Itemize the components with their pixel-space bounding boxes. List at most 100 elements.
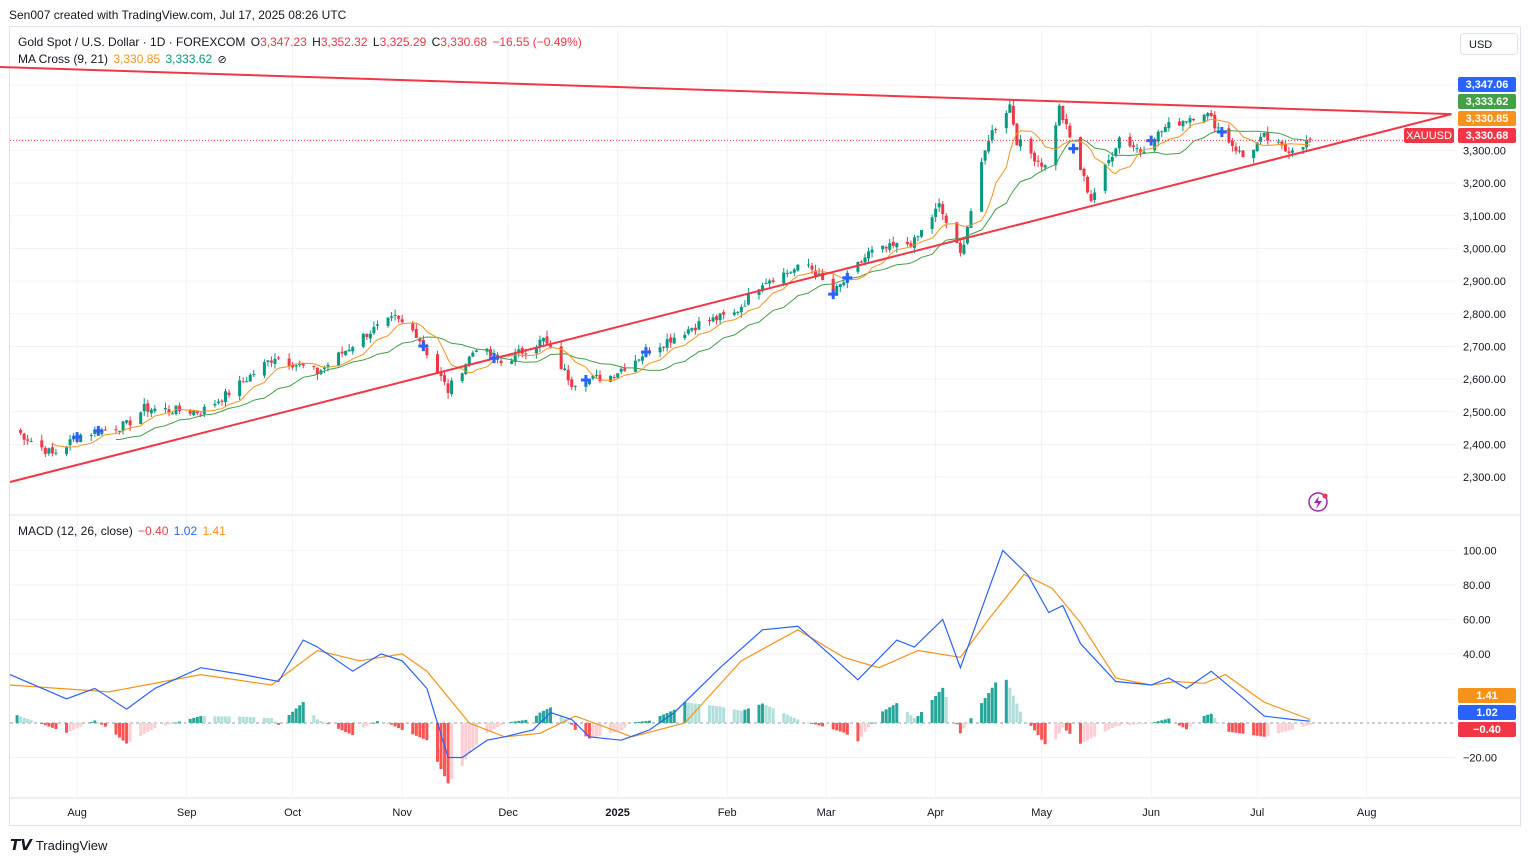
candle-body <box>789 272 793 274</box>
time-tick-label: Apr <box>927 807 944 819</box>
macd-label[interactable]: MACD (12, 26, close) <box>18 524 133 538</box>
histogram-bar <box>686 702 690 723</box>
histogram-bar <box>662 714 666 723</box>
histogram-bar <box>905 712 909 723</box>
histogram-bar <box>983 698 987 723</box>
histogram-bar <box>711 705 715 723</box>
candle-body <box>693 327 697 331</box>
footer-brand[interactable]: 𝙏𝙑 TradingView <box>10 836 107 854</box>
candle-body <box>1230 140 1234 146</box>
candle-body <box>199 414 203 416</box>
histogram-bar <box>768 706 772 723</box>
histogram-bar <box>831 722 835 730</box>
histogram-bar <box>220 716 224 723</box>
histogram-bar <box>1004 679 1008 723</box>
candle-body <box>570 379 574 387</box>
candle-body <box>1068 125 1072 138</box>
candle-body <box>534 347 538 354</box>
time-tick-label: Aug <box>1357 807 1377 819</box>
ma-label[interactable]: MA Cross (9, 21) <box>18 52 109 66</box>
time-tick-label: May <box>1031 807 1052 819</box>
histogram-bar <box>867 722 871 728</box>
candle-body <box>1054 125 1058 166</box>
histogram-bar <box>980 703 984 723</box>
histogram-bar <box>340 722 344 731</box>
candle-body <box>178 405 182 412</box>
candle-body <box>22 433 26 440</box>
histogram-bar <box>1086 722 1090 741</box>
histogram-bar <box>1252 722 1256 736</box>
histogram-bar <box>863 722 867 732</box>
histogram-bar <box>1036 722 1040 736</box>
ma-slow-line <box>116 130 1311 440</box>
histogram-bar <box>937 691 941 723</box>
candle-body <box>842 282 846 286</box>
ma-slow-badge: 3,333.62 <box>1458 94 1516 109</box>
histogram-bar <box>736 710 740 723</box>
histogram-bar <box>326 722 330 725</box>
candle-body <box>301 363 305 366</box>
histogram-bar <box>262 717 266 723</box>
candle-body <box>584 384 588 387</box>
candle-body <box>1142 151 1146 153</box>
ma-legend: MA Cross (9, 21) 3,330.85 3,333.62 ⊘ <box>18 52 229 66</box>
candle-body <box>1290 150 1294 153</box>
candle-body <box>118 430 122 432</box>
currency-unit-button[interactable]: USD <box>1460 33 1518 55</box>
candle-body <box>372 327 376 334</box>
candle-body <box>1153 141 1157 151</box>
candle-body <box>782 272 786 284</box>
histogram-bar <box>637 721 641 723</box>
histogram-bar <box>443 722 447 777</box>
open-value: 3,347.23 <box>260 35 307 49</box>
candle-body <box>435 354 439 373</box>
candle-body <box>213 403 217 406</box>
histogram-bar <box>1283 722 1287 732</box>
ticker-text: XAUUSD <box>1406 130 1452 142</box>
ticker-tag: XAUUSD <box>1404 128 1454 143</box>
macd-tick-label: 80.00 <box>1463 580 1491 592</box>
candle-body <box>471 352 475 357</box>
chart-frame <box>9 26 1521 826</box>
histogram-bar <box>1093 722 1097 737</box>
histogram-bar <box>814 722 818 725</box>
histogram-bar <box>1163 719 1167 723</box>
eye-off-icon[interactable]: ⊘ <box>217 54 227 66</box>
histogram-bar <box>435 722 439 762</box>
histogram-bar <box>594 722 598 737</box>
histogram-bar <box>693 703 697 723</box>
macd-signal-badge-bg <box>1458 688 1516 703</box>
candle-body <box>390 316 394 318</box>
histogram-bar <box>96 722 100 724</box>
histogram-bar <box>584 722 588 737</box>
histogram-bar <box>958 722 962 734</box>
histogram-bar <box>50 722 54 728</box>
histogram-bar <box>492 722 496 730</box>
candle-body <box>1308 138 1312 140</box>
histogram-bar <box>315 719 319 723</box>
candle-body <box>1252 149 1256 159</box>
candle-body <box>510 360 514 364</box>
histogram-bar <box>368 722 372 725</box>
candle-body <box>541 337 545 342</box>
candle-body <box>368 333 372 339</box>
candle-body <box>715 316 719 321</box>
histogram-bar <box>1181 722 1185 728</box>
symbol-label: Gold Spot / U.S. Dollar · 1D · FOREXCOM <box>18 35 246 49</box>
histogram-bar <box>683 702 687 723</box>
candle-body <box>54 452 58 454</box>
candle-body <box>1128 136 1132 147</box>
histogram-bar <box>566 721 570 723</box>
histogram-bar <box>920 712 924 723</box>
candle-body <box>65 446 69 455</box>
histogram-bar <box>965 722 969 724</box>
histogram-bar <box>273 721 277 723</box>
candle-body <box>1283 143 1287 152</box>
histogram-bar <box>146 722 150 732</box>
ticker-bg <box>1404 128 1454 143</box>
histogram-bar <box>485 722 489 734</box>
candle-body <box>277 357 281 359</box>
price-tick-label: 3,300.00 <box>1463 145 1506 157</box>
histogram-bar <box>1262 722 1266 737</box>
